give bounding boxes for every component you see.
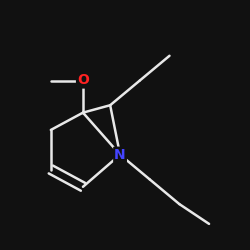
Text: N: N [114, 148, 126, 162]
Text: O: O [77, 74, 89, 88]
